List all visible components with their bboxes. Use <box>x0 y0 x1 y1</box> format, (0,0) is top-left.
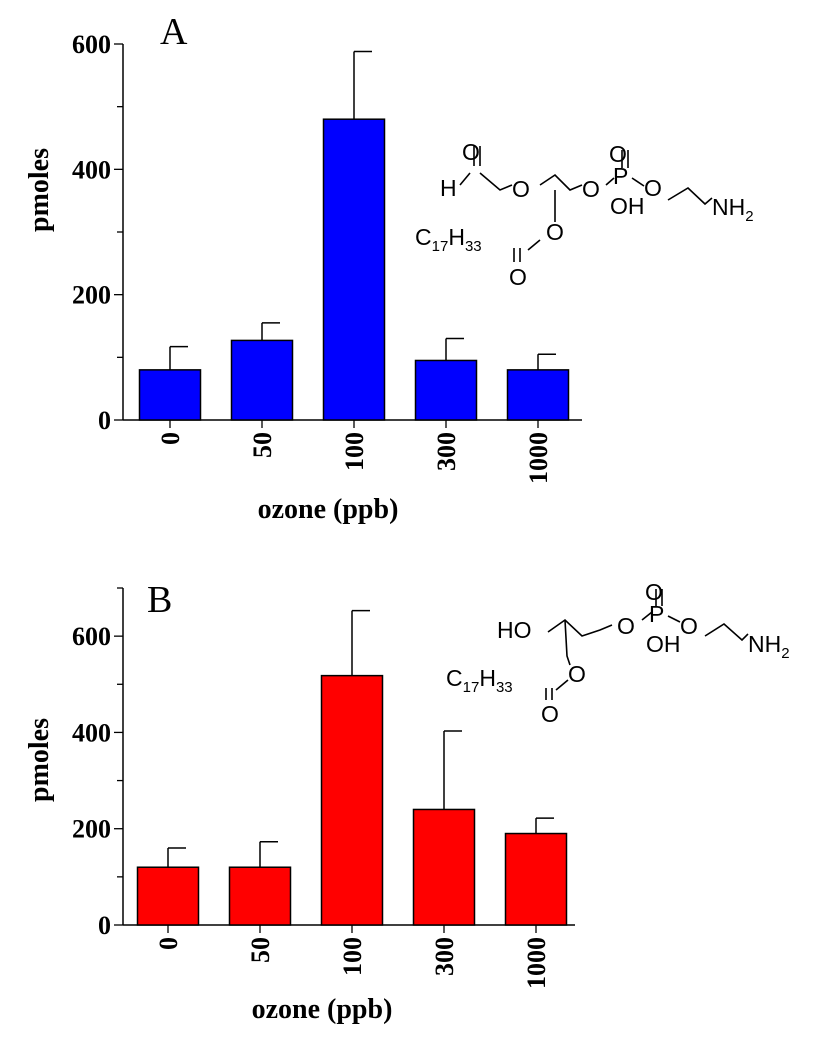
bar-0 <box>138 369 202 421</box>
phosphorus: P <box>649 601 664 627</box>
hydroxyl-group: HO <box>497 617 532 643</box>
acyl-chain: C17H33 <box>446 665 513 696</box>
phosphate-hydroxyl: OH <box>646 631 681 657</box>
bond <box>704 623 749 642</box>
bond <box>641 611 653 621</box>
bond <box>621 150 629 168</box>
panel-b-x-axis-title: ozone (ppb) <box>252 994 393 1025</box>
formyl-hydrogen: H <box>440 175 457 201</box>
x-tick-label: 100 <box>340 432 369 471</box>
amine-group: NH2 <box>712 194 754 225</box>
bar-300 <box>412 808 476 926</box>
panel-a-molecule-structure: O H O O O P OH O NH2 O C17H33 O <box>415 139 754 290</box>
bond <box>655 589 663 606</box>
bar-100 <box>322 118 386 421</box>
carbonyl-oxygen: O <box>509 264 527 290</box>
phosphate-link-oxygen: O <box>582 176 600 202</box>
bond <box>459 172 471 186</box>
panel-b-chart: B 0 200 400 600 0 50 100 300 1000 pmoles ozone … <box>24 579 790 1025</box>
acyl-chain: C17H33 <box>415 224 482 255</box>
bar-50 <box>230 339 294 421</box>
panel-a-x-axis-title: ozone (ppb) <box>258 494 399 525</box>
panel-b-molecule-structure: HO O O P OH O NH2 O C17H33 O <box>446 579 790 727</box>
panel-b-x-tick-labels: 0 50 100 300 1000 <box>154 937 551 989</box>
phosphate-top-oxygen: O <box>609 141 627 167</box>
ester-oxygen: O <box>546 219 564 245</box>
panel-a-y-tick-labels: 0 200 400 600 <box>72 30 111 435</box>
y-tick-label: 200 <box>72 815 111 844</box>
phosphate-top-oxygen: O <box>645 579 663 605</box>
y-tick-label: 400 <box>72 155 111 184</box>
y-tick-label: 200 <box>72 281 111 310</box>
phosphate-link-oxygen: O <box>617 613 635 639</box>
y-tick-label: 0 <box>98 406 111 435</box>
ester-oxygen: O <box>568 661 586 687</box>
bond <box>667 187 713 206</box>
bond <box>539 173 583 191</box>
y-tick-label: 400 <box>72 718 111 747</box>
bar-0 <box>136 866 200 926</box>
phosphate-hydroxyl: OH <box>610 193 645 219</box>
x-tick-label: 300 <box>432 432 461 471</box>
panel-b-y-tick-labels: 0 200 400 600 <box>72 622 111 940</box>
bar-300 <box>414 359 478 421</box>
bond <box>667 615 681 623</box>
y-tick-label: 600 <box>72 622 111 651</box>
x-tick-label: 50 <box>246 937 275 963</box>
bond <box>479 172 513 191</box>
x-tick-label: 100 <box>338 937 367 976</box>
x-tick-label: 50 <box>248 432 277 458</box>
y-tick-label: 0 <box>98 911 111 940</box>
bond <box>473 146 481 166</box>
bond <box>513 248 521 262</box>
panel-a-x-tick-labels: 0 50 100 300 1000 <box>156 432 553 484</box>
y-tick-label: 600 <box>72 30 111 59</box>
phosphate-oxygen: O <box>644 175 662 201</box>
x-tick-label: 0 <box>156 432 185 445</box>
phosphorus: P <box>613 163 628 189</box>
panel-a-bars <box>138 50 570 421</box>
x-tick-label: 0 <box>154 937 183 950</box>
phosphate-oxygen: O <box>680 613 698 639</box>
panel-a-label: A <box>160 11 188 53</box>
formyl-oxygen: O <box>462 139 480 165</box>
x-tick-label: 1000 <box>522 937 551 989</box>
bond <box>555 679 569 691</box>
bar-50 <box>228 866 292 926</box>
bond <box>631 177 645 187</box>
panel-b-bars <box>136 609 568 926</box>
ether-oxygen: O <box>512 176 530 202</box>
carbonyl-oxygen: O <box>541 701 559 727</box>
x-tick-label: 300 <box>430 937 459 976</box>
bond <box>605 177 615 186</box>
panel-b-label: B <box>147 579 172 621</box>
amine-group: NH2 <box>748 631 790 662</box>
bar-100 <box>320 674 384 926</box>
bond <box>527 239 541 251</box>
bar-1000 <box>506 369 570 421</box>
bond <box>564 619 571 666</box>
bar-1000 <box>504 832 568 926</box>
bond <box>545 688 553 700</box>
panel-a-y-axis-title: pmoles <box>24 148 55 232</box>
bond <box>547 618 613 637</box>
panel-a-chart: A 0 200 400 600 0 50 100 300 1000 pmoles ozone … <box>24 11 754 525</box>
x-tick-label: 1000 <box>524 432 553 484</box>
panel-b-y-axis-title: pmoles <box>24 718 55 802</box>
